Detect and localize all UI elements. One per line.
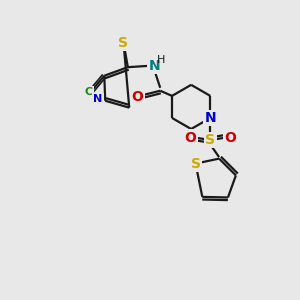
Text: S: S (190, 157, 201, 171)
Text: S: S (205, 133, 215, 147)
Text: S: S (118, 35, 128, 50)
Text: N: N (94, 94, 103, 104)
Text: O: O (131, 90, 143, 104)
Text: C: C (85, 87, 93, 97)
Text: H: H (157, 56, 165, 65)
Text: O: O (184, 131, 196, 145)
Text: N: N (205, 111, 216, 125)
Text: N: N (148, 59, 160, 73)
Text: O: O (224, 131, 236, 145)
